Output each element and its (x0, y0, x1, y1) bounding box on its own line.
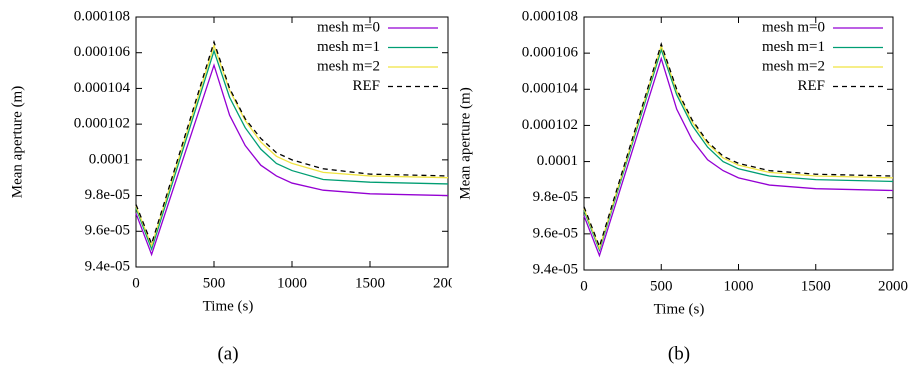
y-tick-label: 9.8e-05 (85, 187, 130, 203)
y-tick-label: 0.0001 (537, 153, 578, 169)
series-line (583, 41, 894, 249)
series-line (135, 43, 449, 248)
legend-label: mesh m=0 (762, 19, 825, 35)
y-tick-label: 9.6e-05 (85, 223, 130, 239)
y-tick-label: 0.0001 (89, 151, 130, 167)
y-tick-label: 0.000104 (74, 80, 131, 96)
y-tick-label: 0.000102 (522, 117, 578, 133)
legend-label: REF (797, 78, 825, 94)
y-tick-label: 9.8e-05 (533, 189, 578, 205)
y-tick-label: 9.6e-05 (533, 225, 578, 241)
y-axis-label: Mean aperture (m) (9, 86, 25, 198)
y-tick-label: 9.4e-05 (533, 261, 578, 277)
series-line (583, 56, 894, 258)
x-tick-label: 2000 (433, 275, 463, 291)
plot-border (135, 16, 449, 268)
x-tick-label: 0 (132, 275, 140, 291)
series-line (135, 39, 449, 246)
x-axis-label: Time (s) (203, 298, 254, 314)
series-line (583, 47, 894, 253)
caption: (b) (668, 343, 690, 364)
x-axis-label: Time (s) (654, 301, 705, 317)
legend-label: REF (352, 78, 380, 94)
x-tick-label: 0 (580, 278, 588, 294)
legend-label: mesh m=2 (317, 58, 380, 74)
legend-label: mesh m=2 (762, 58, 825, 74)
x-tick-label: 1000 (277, 275, 307, 291)
y-tick-label: 0.000106 (74, 44, 131, 60)
legend-label: mesh m=1 (762, 39, 825, 55)
series-line (135, 63, 449, 257)
x-tick-label: 1000 (724, 278, 754, 294)
x-tick-label: 500 (650, 278, 673, 294)
y-axis-label: Mean aperture (m) (457, 87, 473, 199)
panel-a: 9.4e-05 9.6e-05 9.8e-05 0.0001 0.000102 0.000… (9, 8, 463, 364)
y-tick-label: 0.000108 (522, 8, 578, 24)
y-tick-label: 0.000102 (74, 116, 130, 132)
legend-label: mesh m=0 (317, 19, 380, 35)
y-tick-label: 0.000108 (74, 8, 130, 24)
y-tick-label: 0.000104 (522, 81, 579, 97)
x-tick-label: 1500 (801, 278, 831, 294)
caption: (a) (217, 343, 238, 364)
y-tick-label: 9.4e-05 (85, 258, 130, 274)
panel-b: 9.4e-05 9.6e-05 9.8e-05 0.0001 0.000102 0.000… (457, 8, 908, 364)
y-tick-label: 0.000106 (522, 45, 579, 61)
legend-label: mesh m=1 (317, 39, 380, 55)
x-tick-label: 2000 (878, 278, 908, 294)
plot-border (583, 16, 894, 271)
x-tick-label: 500 (203, 275, 226, 291)
series-line (135, 48, 449, 252)
x-tick-label: 1500 (355, 275, 385, 291)
